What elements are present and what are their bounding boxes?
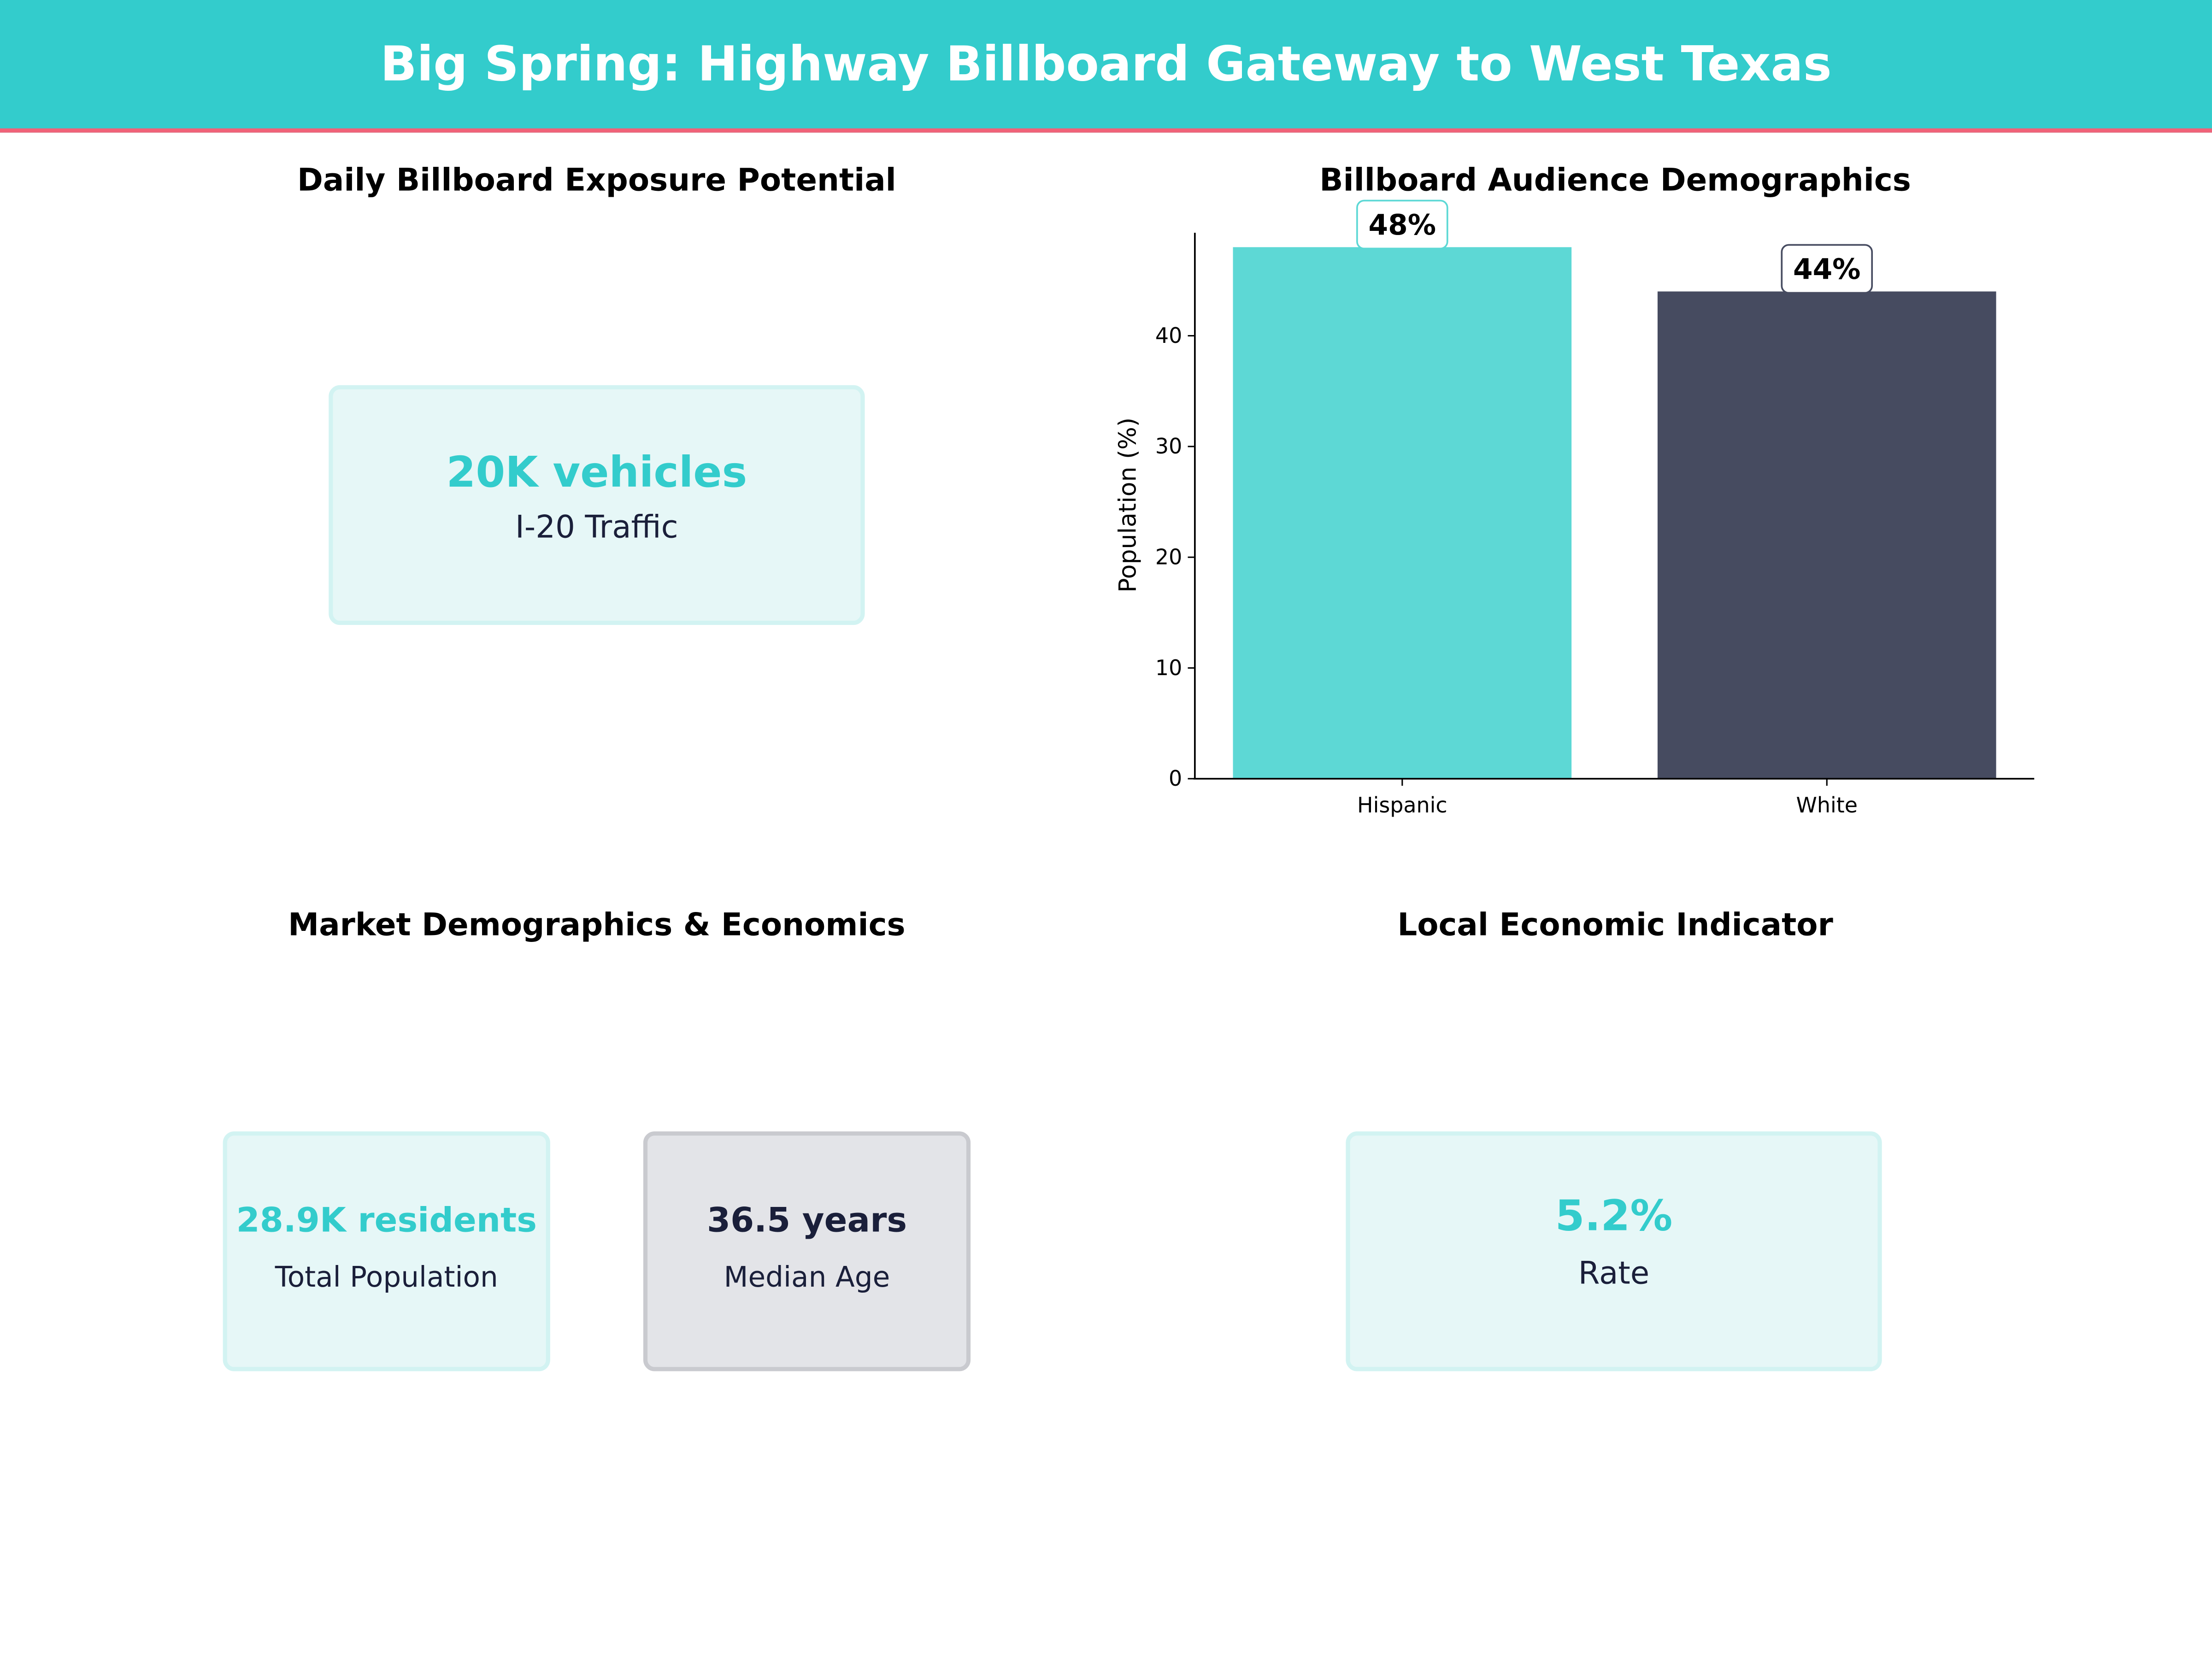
demographics-bar-chart: Hispanic 48% White 44% 0 10 20 30 40 Population (… <box>1114 200 2035 818</box>
traffic-card: 20K vehicles I-20 Traffic <box>329 385 865 625</box>
y-tick-label: 30 <box>1155 434 1182 459</box>
x-tick-label: White <box>1796 793 1858 818</box>
traffic-label: I-20 Traffic <box>515 511 678 546</box>
y-tick-label: 10 <box>1155 655 1182 680</box>
bar-white <box>1657 291 1996 779</box>
bar-hispanic <box>1233 247 1572 779</box>
population-value: 28.9K residents <box>236 1200 537 1240</box>
median-age-label: Median Age <box>724 1259 890 1294</box>
y-tick-label: 0 <box>1169 766 1182 791</box>
rate-label: Rate <box>1578 1257 1650 1293</box>
median-age-value: 36.5 years <box>706 1200 907 1240</box>
data-label-box <box>1781 244 1873 294</box>
population-card: 28.9K residents Total Population <box>223 1131 550 1371</box>
x-tick-label: Hispanic <box>1357 793 1447 818</box>
y-tick-label: 20 <box>1155 544 1182 569</box>
data-label: 44% <box>1793 253 1861 286</box>
rate-value: 5.2% <box>1555 1192 1673 1241</box>
economic-panel-title: Local Economic Indicator <box>1397 908 1833 944</box>
rate-card: 5.2% Rate <box>1346 1131 1882 1371</box>
market-panel-title: Market Demographics & Economics <box>288 908 906 944</box>
header-banner: Big Spring: Highway Billboard Gateway to… <box>0 0 2212 133</box>
chart-title: Billboard Audience Demographics <box>1319 164 1911 199</box>
data-label-box <box>1356 200 1448 250</box>
y-tick-label: 40 <box>1155 323 1182 348</box>
population-label: Total Population <box>275 1259 498 1294</box>
y-axis-label: Population (%) <box>1114 418 1141 593</box>
data-label: 48% <box>1369 209 1436 241</box>
traffic-value: 20K vehicles <box>446 448 747 498</box>
page-title: Big Spring: Highway Billboard Gateway to… <box>380 36 1832 93</box>
median-age-card: 36.5 years Median Age <box>643 1131 971 1371</box>
exposure-panel-title: Daily Billboard Exposure Potential <box>297 164 896 199</box>
